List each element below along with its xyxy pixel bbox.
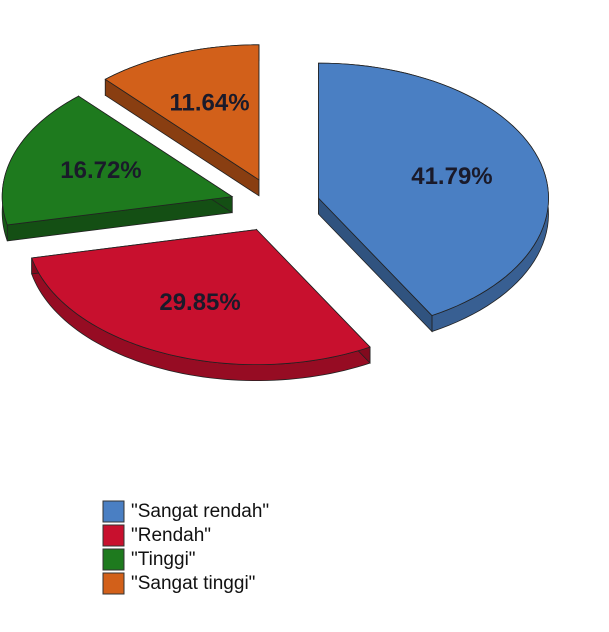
legend-swatch xyxy=(102,572,125,595)
pie-slice xyxy=(104,44,260,197)
pie-slice xyxy=(1,95,234,242)
pie-slice xyxy=(318,62,549,333)
slice-top xyxy=(104,44,260,181)
legend-label: "Sangat tinggi" xyxy=(131,573,255,594)
slice-top xyxy=(31,229,371,366)
legend-swatch xyxy=(102,500,125,523)
slice-top xyxy=(1,95,234,226)
legend-label: "Tinggi" xyxy=(131,549,196,570)
legend-label: "Sangat rendah" xyxy=(131,501,269,522)
legend-swatch xyxy=(102,548,125,571)
data-label: 41.79% xyxy=(411,163,492,190)
legend-swatch xyxy=(102,524,125,547)
pie-slice xyxy=(31,228,371,382)
data-label: 16.72% xyxy=(60,157,141,184)
legend-label: "Rendah" xyxy=(131,525,211,546)
data-label: 29.85% xyxy=(159,289,240,316)
slice-top xyxy=(318,62,549,317)
data-label: 11.64% xyxy=(170,89,250,116)
